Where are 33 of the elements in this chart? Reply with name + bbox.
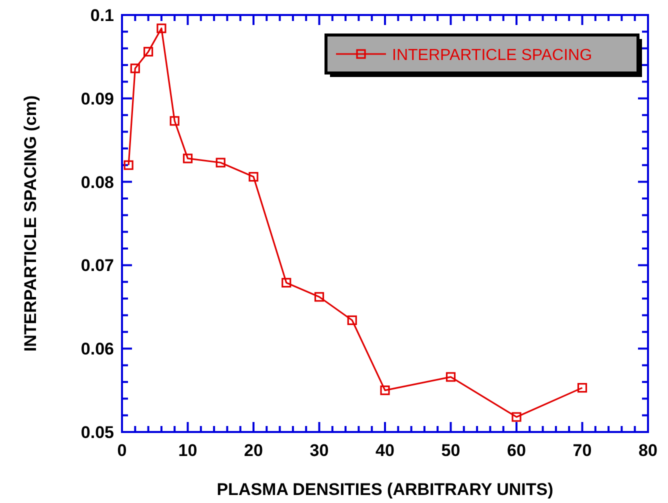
point xyxy=(248,172,258,182)
point xyxy=(182,154,193,164)
point xyxy=(446,372,456,382)
x-tick-label: 50 xyxy=(441,441,460,460)
x-tick-label: 80 xyxy=(638,441,658,460)
y-tick-label: 0.1 xyxy=(90,6,114,25)
x-tick-label: 60 xyxy=(507,441,526,460)
y-tick-label: 0.09 xyxy=(80,89,114,108)
point xyxy=(512,412,522,422)
x-tick-label: 70 xyxy=(572,441,592,460)
y-axis-title: INTERPARTICLE SPACING (cm) xyxy=(21,95,40,352)
point xyxy=(170,116,180,126)
point xyxy=(124,160,134,170)
x-axis-title: PLASMA DENSITIES (ARBITRARY UNITS) xyxy=(216,480,554,499)
x-tick-label: 0 xyxy=(117,441,127,460)
point xyxy=(314,292,324,302)
legend-label: INTERPARTICLE SPACING xyxy=(392,47,592,64)
point xyxy=(216,158,226,168)
point xyxy=(282,278,292,288)
point xyxy=(130,64,140,74)
x-tick-label: 40 xyxy=(376,441,394,460)
y-tick-label: 0.06 xyxy=(80,340,114,359)
point xyxy=(144,46,154,56)
point xyxy=(156,24,166,34)
point xyxy=(347,315,357,326)
point xyxy=(380,386,390,396)
x-tick-label: 30 xyxy=(310,441,329,460)
y-tick-label: 0.05 xyxy=(80,423,114,442)
x-tick-label: 10 xyxy=(178,441,198,460)
x-tick-label: 20 xyxy=(244,441,263,460)
y-tick-label: 0.08 xyxy=(80,172,114,192)
point xyxy=(577,383,588,393)
y-tick-label: 0.07 xyxy=(80,256,114,276)
